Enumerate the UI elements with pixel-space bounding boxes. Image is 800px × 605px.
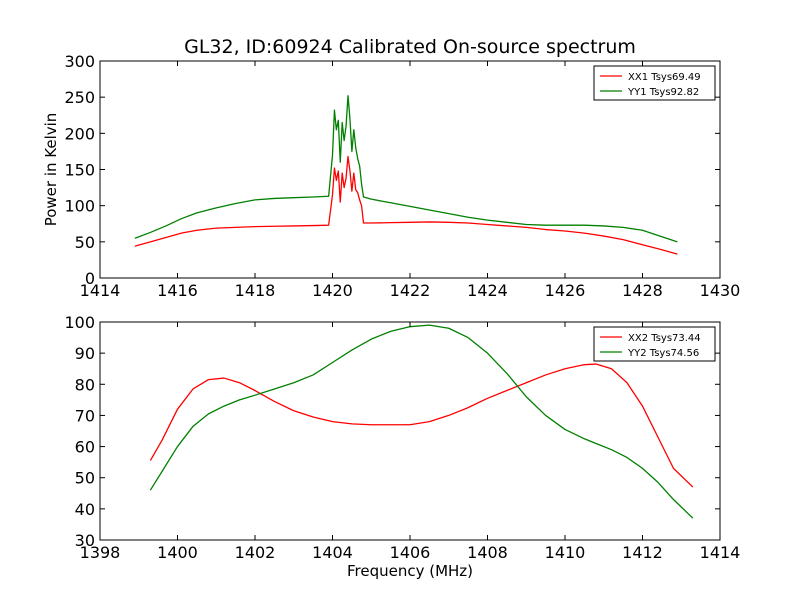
x-tick-label: 1410 [545,543,586,562]
x-tick-label: 1414 [700,543,741,562]
figure-title: GL32, ID:60924 Calibrated On-source spec… [184,36,636,58]
x-tick-label: 1406 [390,543,431,562]
y-tick-label: 70 [75,406,95,425]
x-tick-label: 1404 [312,543,353,562]
series-line-1-2 [134,95,678,243]
y-tick-label: 200 [64,124,95,143]
legend-box [593,65,716,101]
x-tick-label: 1418 [235,281,276,300]
x-tick-label: 1414 [80,281,121,300]
series-line-1-1 [134,155,678,255]
legend: XX2 Tsys73.44 YY2 Tsys74.56 [593,326,716,362]
legend-label: YY2 Tsys74.56 [627,348,699,359]
x-tick-label: 1422 [390,281,431,300]
x-tick-label: 1400 [157,543,198,562]
legend-label: YY1 Tsys92.82 [627,87,699,98]
y-axis-label: Power in Kelvin [42,113,60,227]
x-tick-label: 1426 [545,281,586,300]
y-tick-label: 150 [64,161,95,180]
chart-panel-2: 1398 1400 1402 1404 1406 1408 1410 1412 1414 30 40… [64,313,740,580]
series-line-2-1 [149,363,694,488]
x-tick-label: 1402 [235,543,276,562]
y-tick-label: 100 [64,197,95,216]
x-tick-label: 1430 [700,281,741,300]
y-tick-label: 250 [64,88,95,107]
legend: XX1 Tsys69.49 YY1 Tsys92.82 [593,65,716,101]
legend-label: XX1 Tsys69.49 [628,72,701,83]
y-tick-label: 50 [75,233,95,252]
y-tick-label: 30 [75,531,95,550]
x-tick-label: 1428 [622,281,663,300]
y-tick-label: 50 [75,469,95,488]
chart-panels: 1414 1416 1418 1420 1422 1424 1426 1428 14300501… [42,52,740,580]
x-tick-label: 1420 [312,281,353,300]
y-tick-label: 80 [75,375,95,394]
y-tick-label: 100 [64,313,95,332]
x-tick-label: 1412 [622,543,663,562]
x-tick-label: 1408 [467,543,508,562]
y-tick-label: 90 [75,344,95,363]
legend-label: XX2 Tsys73.44 [628,333,701,344]
series-line-2-2 [149,324,694,519]
y-tick-label: 300 [64,52,95,71]
x-tick-label: 1424 [467,281,508,300]
x-axis-label: Frequency (MHz) [347,562,473,580]
x-tick-label: 1416 [157,281,198,300]
y-tick-label: 60 [75,438,95,457]
y-tick-label: 0 [85,269,95,288]
chart-panel-1: 1414 1416 1418 1420 1422 1424 1426 1428 1430 0 50 1… [42,52,740,300]
legend-box [593,326,716,362]
x-tick-label: 1398 [80,543,121,562]
y-tick-label: 40 [75,500,95,519]
